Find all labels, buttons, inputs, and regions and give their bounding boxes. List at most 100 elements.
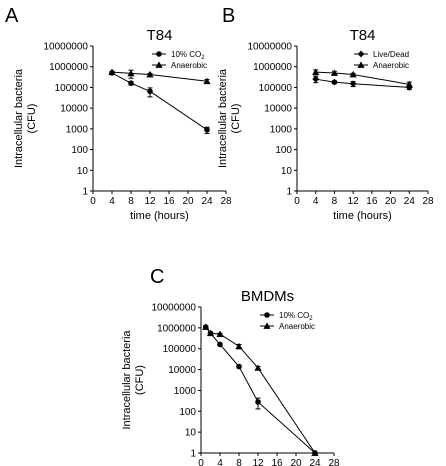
y-tick-label: 10000: [168, 365, 196, 376]
chart-panel-B: B T84 0 4 8 12 16 20 24 28 1 10 100 1000 10000 100000 10…: [217, 5, 434, 222]
legend-marker: [357, 50, 365, 58]
series-0: [312, 75, 413, 91]
y-tick-label: 100: [179, 407, 196, 418]
data-point: [206, 329, 215, 337]
y-tick-label: 10: [185, 428, 197, 439]
data-point: [254, 364, 262, 371]
chart-panel-C: C BMDMs 0 4 8 12 16 20 24 28 1 10 100 1000 10000 100000…: [121, 266, 340, 466]
data-point: [312, 75, 320, 83]
series-1: [312, 68, 413, 88]
chart-title: BMDMs: [241, 288, 294, 305]
data-point: [127, 69, 135, 77]
x-tick-label: 4: [313, 196, 319, 207]
y-tick-label: 100: [71, 145, 88, 156]
y-tick-label: 100000: [55, 83, 89, 94]
legend-marker: [156, 51, 162, 57]
y-tick-label: 1000000: [157, 323, 196, 334]
chart-panel-A: A T84 0 4 8 12 16 20 24 28 1 10 100 1000 10000 100000 10…: [5, 5, 232, 222]
y-tick-label: 10: [281, 166, 293, 177]
legend-label: Live/Dead: [373, 50, 409, 59]
x-axis-label: time (hours): [130, 210, 189, 222]
legend-label: 10% CO2: [279, 311, 313, 322]
data-point: [202, 323, 210, 330]
y-axis-label: (CFU): [230, 104, 242, 134]
legend-marker: [264, 312, 270, 318]
legend: Live/Dead Anaerobic: [354, 50, 409, 70]
x-tick-label: 12: [348, 196, 360, 207]
data-point: [146, 70, 154, 78]
x-tick-label: 24: [404, 196, 416, 207]
x-tick-label: 20: [290, 458, 302, 466]
y-axis-label: (CFU): [134, 365, 146, 395]
data-point: [128, 80, 134, 87]
series-line: [315, 78, 410, 88]
x-tick-label: 28: [422, 196, 434, 207]
data-point: [204, 127, 210, 133]
data-point: [147, 88, 153, 95]
x-tick-label: 4: [109, 196, 115, 207]
series-line: [111, 71, 208, 82]
panel-letter: A: [5, 5, 19, 27]
y-tick-label: 1000: [174, 386, 197, 397]
y-tick-label: 1000: [270, 124, 293, 135]
legend-marker: [155, 61, 163, 68]
y-tick-label: 10000000: [152, 303, 197, 314]
x-tick-label: 24: [309, 458, 321, 466]
x-tick-label: 20: [385, 196, 397, 207]
y-axis-label: (CFU): [26, 104, 38, 134]
x-axis-label: time (hours): [333, 210, 392, 222]
x-tick-label: 0: [294, 196, 300, 207]
data-point: [203, 77, 211, 85]
data-point: [330, 69, 339, 76]
series-line: [111, 72, 208, 131]
panel-letter: B: [222, 5, 235, 27]
y-tick-label: 100000: [163, 344, 197, 355]
x-tick-label: 12: [144, 196, 156, 207]
data-point: [311, 449, 319, 456]
x-tick-label: 0: [90, 196, 96, 207]
series-0: [202, 324, 318, 456]
data-point: [216, 330, 224, 338]
data-point: [349, 80, 357, 88]
y-tick-label: 10000: [60, 104, 88, 115]
data-point: [236, 363, 242, 370]
x-tick-label: 28: [328, 458, 340, 466]
y-tick-label: 1: [82, 187, 88, 198]
data-point: [235, 342, 243, 350]
chart-title: T84: [350, 27, 376, 44]
y-axis-label: Intracellular bacteria: [217, 68, 229, 168]
y-tick-label: 10000000: [44, 42, 89, 53]
y-axis-label: Intracellular bacteria: [13, 68, 25, 168]
legend-label: Anaerobic: [171, 61, 207, 70]
data-point: [108, 68, 116, 75]
series-1: [202, 323, 319, 456]
x-tick-label: 12: [252, 458, 264, 466]
legend-label: Anaerobic: [373, 61, 409, 70]
x-tick-label: 28: [220, 196, 232, 207]
series-line: [315, 71, 410, 85]
y-tick-label: 10000000: [248, 42, 293, 53]
y-tick-label: 10000: [264, 104, 292, 115]
x-tick-label: 8: [128, 196, 134, 207]
data-point: [312, 68, 320, 75]
data-point: [255, 399, 261, 405]
legend-label: 10% CO2: [171, 50, 205, 61]
y-tick-label: 100: [275, 145, 292, 156]
y-axis-label: Intracellular bacteria: [121, 330, 133, 430]
panel-letter: C: [150, 266, 164, 288]
data-point: [349, 70, 357, 78]
y-tick-label: 1000000: [253, 62, 292, 73]
x-tick-label: 24: [201, 196, 213, 207]
x-tick-label: 16: [271, 458, 283, 466]
data-point: [331, 78, 338, 86]
series-1: [108, 68, 211, 85]
y-tick-label: 10: [77, 166, 89, 177]
chart-title: T84: [147, 27, 173, 44]
y-tick-label: 1000000: [49, 62, 88, 73]
x-tick-label: 0: [198, 458, 204, 466]
y-tick-label: 1: [190, 449, 196, 460]
x-tick-label: 16: [366, 196, 378, 207]
data-point: [405, 80, 413, 88]
